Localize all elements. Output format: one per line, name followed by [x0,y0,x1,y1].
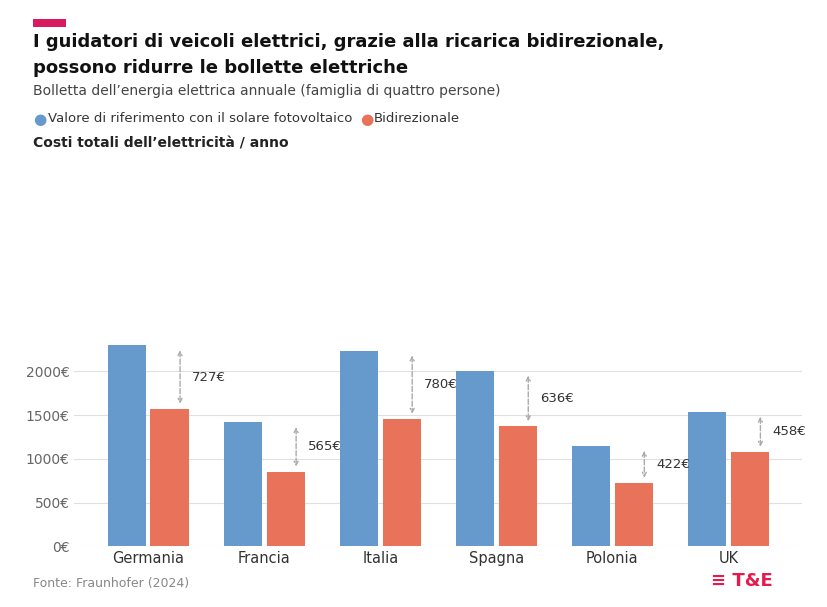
Bar [340,350,378,546]
Bar [266,472,305,546]
Text: 422€: 422€ [656,458,690,470]
Text: possono ridurre le bollette elettriche: possono ridurre le bollette elettriche [33,59,409,77]
Text: 458€: 458€ [772,426,805,438]
Bar [151,409,189,546]
Bar [108,345,146,546]
Text: Bidirezionale: Bidirezionale [374,112,460,125]
Text: ≡ T&E: ≡ T&E [711,572,773,590]
Bar [456,371,494,546]
Text: Bolletta dell’energia elettrica annuale (famiglia di quattro persone): Bolletta dell’energia elettrica annuale … [33,84,500,98]
Bar [499,426,537,546]
Text: Valore di riferimento con il solare fotovoltaico: Valore di riferimento con il solare foto… [48,112,352,125]
Text: ●: ● [33,112,46,127]
Text: 780€: 780€ [423,378,457,391]
Text: 636€: 636€ [540,392,574,405]
Text: I guidatori di veicoli elettrici, grazie alla ricarica bidirezionale,: I guidatori di veicoli elettrici, grazie… [33,33,664,52]
Bar [223,422,262,546]
Text: 727€: 727€ [192,370,226,384]
Bar [688,412,726,546]
Text: Costi totali dell’elettricità / anno: Costi totali dell’elettricità / anno [33,137,289,151]
Bar [614,483,653,546]
Bar [383,419,421,546]
Bar [571,446,610,546]
Bar [731,452,769,546]
Text: ●: ● [360,112,373,127]
Text: 565€: 565€ [308,440,342,453]
Text: Fonte: Fraunhofer (2024): Fonte: Fraunhofer (2024) [33,577,189,590]
